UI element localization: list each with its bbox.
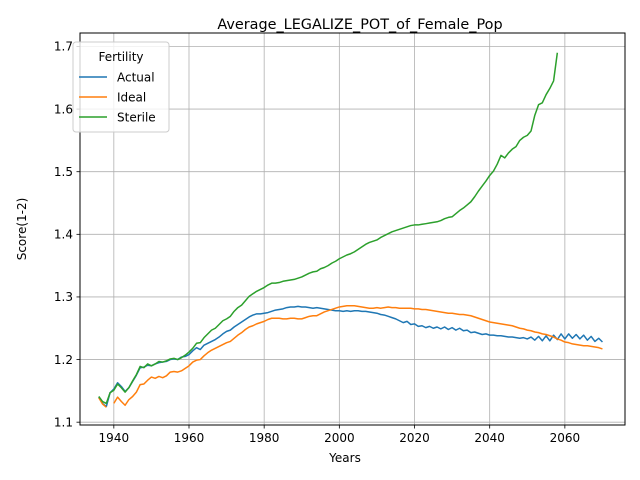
y-tick-label: 1.4 <box>54 228 73 242</box>
plot-frame <box>79 32 626 426</box>
x-tick-label: 1980 <box>249 431 280 445</box>
legend-title: Fertility <box>98 50 143 64</box>
x-tick-label: 1960 <box>174 431 205 445</box>
y-axis-label: Score(1-2) <box>15 198 29 261</box>
x-axis-label: Years <box>328 451 361 465</box>
legend: Fertility Actual Ideal Sterile <box>72 41 170 133</box>
x-tick-label: 2060 <box>550 431 581 445</box>
y-tick-label: 1.2 <box>54 353 73 367</box>
legend-label-actual: Actual <box>117 70 155 84</box>
x-tick-label: 2000 <box>324 431 355 445</box>
y-tick-label: 1.3 <box>54 290 73 304</box>
legend-items: Actual Ideal Sterile <box>79 70 156 124</box>
axis-ticks: 1940 1960 1980 2000 2020 2040 2060 1.1 1.2 1.3 1.4… <box>54 40 580 445</box>
series-line-ideal <box>98 304 603 408</box>
y-tick-label: 1.5 <box>54 165 73 179</box>
series-layer <box>98 52 603 408</box>
x-tick-label: 2040 <box>474 431 505 445</box>
y-tick-label: 1.6 <box>54 102 73 116</box>
y-tick-label: 1.7 <box>54 40 73 54</box>
legend-label-ideal: Ideal <box>117 90 146 104</box>
chart-title: Average_LEGALIZE_POT_of_Female_Pop <box>217 17 502 33</box>
series-line-sterile <box>98 52 559 405</box>
y-tick-label: 1.1 <box>54 415 73 429</box>
legend-box <box>72 41 170 133</box>
x-tick-label: 1940 <box>99 431 130 445</box>
legend-label-sterile: Sterile <box>117 110 156 124</box>
x-tick-label: 2020 <box>399 431 430 445</box>
